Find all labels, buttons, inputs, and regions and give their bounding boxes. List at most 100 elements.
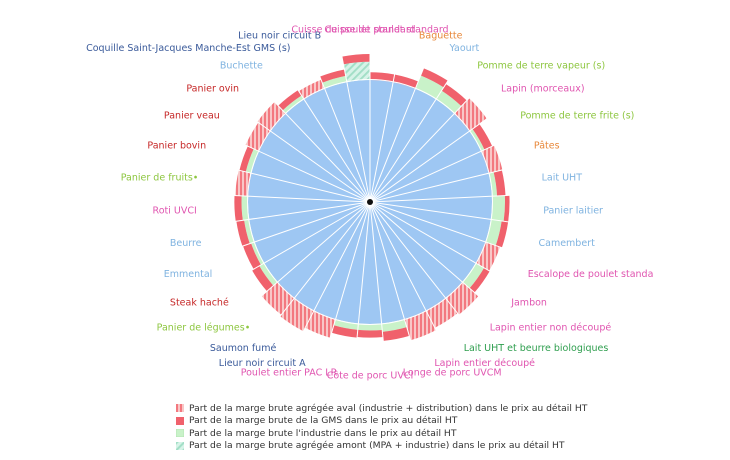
category-label: Camembert	[539, 238, 596, 249]
segment-gms	[239, 146, 254, 172]
category-label: Côte de porc UVCI	[327, 370, 414, 381]
segment-aval	[261, 281, 295, 315]
category-label: Lapin entier non découpé	[490, 323, 612, 334]
base-sector	[370, 131, 481, 202]
segment-gms	[382, 327, 410, 341]
spoke-line	[341, 55, 371, 203]
category-label: Panier de fruits•	[121, 172, 199, 183]
spoke-line	[369, 201, 463, 320]
segment-gms	[236, 220, 250, 247]
segment-gms	[420, 68, 448, 88]
spoke-line	[224, 166, 371, 203]
category-label: Yaourt	[449, 43, 480, 54]
base-sector	[370, 82, 416, 202]
category-label: Panier veau	[164, 110, 220, 121]
segment-gms	[495, 220, 509, 248]
segment-aval	[404, 310, 437, 341]
category-label: Buchette	[220, 61, 263, 72]
base-sector	[270, 113, 370, 202]
base-sector	[370, 202, 426, 320]
category-label: Cuisse de poulet standard	[291, 24, 415, 35]
legend-label-industrie: Part de la marge brute l'industrie dans …	[189, 427, 457, 439]
legend-swatch-gms	[176, 416, 184, 425]
base-sector	[370, 202, 446, 311]
category-label: Emmental	[164, 269, 213, 280]
category-label: Lait UHT et beurre biologiques	[464, 343, 609, 354]
base-sector	[370, 202, 476, 282]
category-label: Beurre	[170, 238, 202, 249]
segment-industrie	[282, 95, 305, 114]
center-dot	[367, 199, 373, 205]
segment-gms	[243, 243, 261, 270]
segment-aval	[257, 101, 286, 132]
category-label: Escalope de poulet standa	[528, 269, 654, 280]
segment-aval	[298, 79, 325, 100]
category-label: Saumon fumé	[210, 343, 277, 354]
category-label: Roti UVCI	[153, 205, 197, 216]
legend-item-amont: Part de la marge brute agrégée amont (MP…	[176, 440, 587, 453]
segment-industrie	[245, 148, 260, 174]
segment-industrie	[490, 195, 505, 222]
segment-gms	[234, 195, 243, 222]
legend: Part de la marge brute agrégée aval (ind…	[176, 402, 587, 452]
category-label: Panier bovin	[147, 140, 206, 151]
segment-industrie	[415, 75, 444, 100]
category-label: Lapin entier découpé	[434, 358, 535, 369]
spoke-line	[369, 63, 426, 203]
category-label: Panier de légumes•	[157, 323, 251, 334]
spoke-line	[369, 201, 413, 346]
segment-gms	[469, 267, 490, 293]
category-label: Lapin (morceaux)	[501, 83, 585, 94]
segment-industrie	[462, 263, 485, 289]
segment-industrie	[435, 90, 462, 114]
spoke-line	[327, 201, 371, 346]
spoke-line	[256, 201, 371, 301]
segment-industrie	[322, 75, 347, 89]
base-sector	[370, 99, 455, 202]
category-label: Longe de porc UVCM	[403, 367, 502, 378]
segment-aval	[245, 122, 271, 152]
spoke-line	[369, 201, 439, 336]
category-label: Jambon	[510, 298, 547, 309]
segment-gms	[472, 124, 493, 150]
base-sector	[277, 202, 370, 298]
spoke-line	[220, 194, 371, 203]
legend-label-gms: Part de la marge brute de la GMS dans le…	[189, 415, 458, 427]
segment-industrie	[469, 128, 485, 152]
segment-aval	[480, 145, 503, 174]
legend-swatch-industrie	[176, 429, 184, 438]
base-sector	[370, 202, 486, 263]
legend-label-aval: Part de la marge brute agrégée aval (ind…	[189, 402, 588, 414]
spoke-line	[288, 76, 371, 203]
base-sector	[358, 202, 382, 324]
segment-amont	[343, 61, 370, 83]
base-sector	[251, 151, 370, 202]
spoke-line	[369, 93, 474, 203]
segment-gms	[357, 329, 383, 338]
base-sector	[259, 131, 370, 202]
category-label: Lieur noir circuit A	[219, 358, 306, 369]
base-sector	[264, 202, 370, 282]
segment-gms	[493, 170, 506, 196]
segment-gms	[319, 69, 346, 83]
spoke-line	[369, 76, 452, 203]
spoke-line	[301, 201, 371, 336]
segment-industrie	[259, 263, 278, 286]
category-labels: Cuisse de poulet standardBaguetteYaourtP…	[86, 24, 653, 381]
legend-label-amont: Part de la marge brute agrégée amont (MP…	[189, 440, 565, 452]
base-sector	[370, 196, 492, 220]
spoke-line	[369, 201, 484, 301]
segment-gms	[251, 265, 274, 292]
base-sector	[370, 151, 489, 202]
base-sector	[294, 202, 370, 311]
base-sector	[254, 202, 370, 263]
spoke-line	[369, 201, 512, 252]
base-sector	[285, 99, 370, 202]
segment-gms	[278, 90, 302, 111]
spoke-line	[369, 194, 520, 203]
spoke-line	[248, 114, 371, 203]
spoke-line	[222, 201, 371, 224]
segment-aval	[454, 98, 487, 132]
category-label: Lait UHT	[542, 172, 583, 183]
